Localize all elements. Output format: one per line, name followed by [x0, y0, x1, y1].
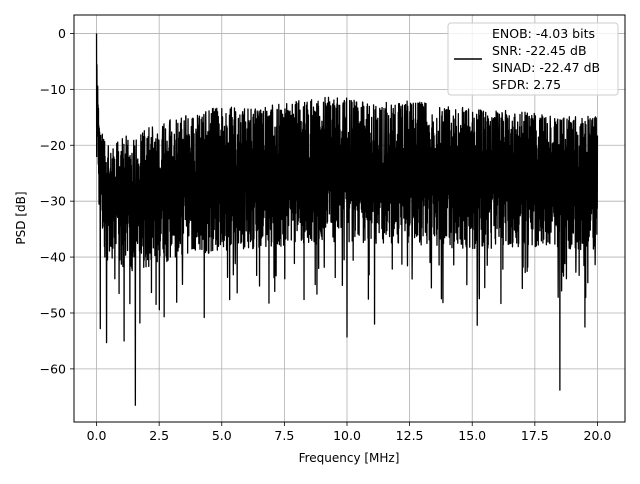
y-tick-label: −10	[40, 82, 66, 97]
x-tick-label: 10.0	[333, 428, 361, 443]
y-tick-label: −20	[40, 138, 66, 153]
psd-trace	[95, 33, 599, 406]
y-tick-label: −60	[40, 361, 66, 376]
x-axis-label: Frequency [MHz]	[299, 451, 400, 465]
psd-series-line	[95, 33, 599, 406]
x-tick-label: 20.0	[584, 428, 612, 443]
plot-frame	[73, 14, 626, 423]
x-tick-label: 7.5	[274, 428, 294, 443]
x-tick-label: 2.5	[149, 428, 169, 443]
y-tick-label: −30	[40, 194, 66, 209]
y-tick-label: 0	[58, 26, 66, 41]
x-tick-label: 0.0	[87, 428, 107, 443]
legend-enob: ENOB: -4.03 bits	[492, 26, 595, 41]
legend-box	[447, 22, 619, 96]
y-tick-label: −50	[40, 305, 66, 320]
legend-sfdr: SFDR: 2.75	[492, 77, 561, 92]
x-tick-label: 5.0	[212, 428, 232, 443]
y-axis-label: PSD [dB]	[14, 191, 28, 244]
y-axis-ticks: 0 −10 −20 −30 −40 −50 −60	[40, 26, 74, 376]
x-tick-label: 15.0	[458, 428, 486, 443]
legend-sinad: SINAD: -22.47 dB	[492, 60, 600, 75]
x-tick-label: 17.5	[521, 428, 549, 443]
x-tick-label: 12.5	[396, 428, 424, 443]
x-axis-ticks: 0.0 2.5 5.0 7.5 10.0 12.5 15.0 17.5 20.0	[87, 422, 612, 443]
legend: ENOB: -4.03 bits SNR: -22.45 dB SINAD: -…	[447, 22, 619, 96]
legend-snr: SNR: -22.45 dB	[492, 43, 587, 58]
y-tick-label: −40	[40, 250, 66, 265]
